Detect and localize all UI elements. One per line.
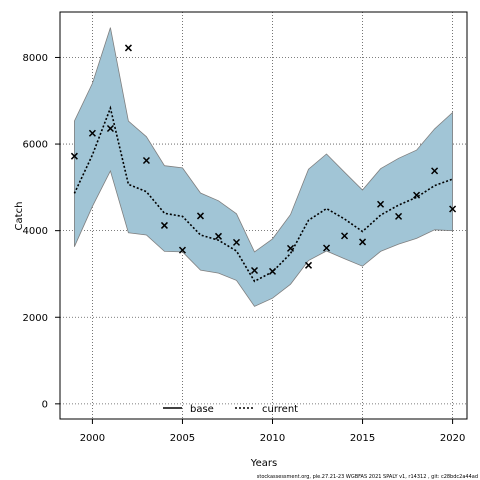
observation-marker [286, 244, 295, 252]
observation-marker [142, 156, 150, 165]
observation-marker [359, 238, 367, 246]
observation-marker [268, 267, 277, 275]
observation-marker [377, 200, 385, 208]
x-tick-label: 2000 [80, 433, 105, 444]
x-tick-label: 2015 [350, 433, 375, 444]
observation-marker [304, 261, 313, 269]
observation-marker [250, 266, 259, 275]
observation-marker [431, 167, 439, 175]
observation-marker [124, 44, 132, 52]
observation-marker [341, 232, 349, 240]
legend-current-label: current [262, 404, 298, 415]
y-tick-label: 6000 [23, 140, 48, 151]
footer-text: stockassessment.org, ple.27.21-23 WGBFAS… [257, 474, 478, 480]
y-axis: 0 2000 4000 6000 8000 [23, 53, 60, 410]
observation-marker [214, 232, 223, 240]
x-axis-title: Years [250, 458, 277, 469]
y-tick-label: 4000 [23, 226, 48, 237]
y-tick-label: 0 [42, 399, 48, 410]
y-tick-label: 8000 [23, 53, 48, 64]
observation-marker [196, 212, 204, 220]
plot-frame [59, 11, 468, 420]
y-axis-title: Catch [14, 202, 25, 231]
observation-marker [106, 124, 114, 133]
series-line-current [73, 105, 453, 283]
observation-marker [88, 129, 96, 137]
observation-marker [70, 152, 78, 160]
observation-marker [232, 238, 241, 246]
x-tick-label: 2005 [170, 433, 195, 444]
observation-marker [449, 205, 457, 213]
confidence-band [74, 27, 453, 307]
legend-base-label: base [190, 404, 214, 415]
x-tick-label: 2020 [440, 433, 465, 444]
x-axis: 2000 2005 2010 2015 2020 [80, 419, 465, 444]
x-tick-label: 2010 [260, 433, 285, 444]
legend: base current [163, 404, 298, 415]
observation-marker [160, 221, 168, 229]
y-tick-label: 2000 [23, 313, 48, 324]
observation-marker [395, 212, 403, 220]
observation-marker [323, 244, 331, 252]
observation-marker [413, 191, 421, 199]
observation-marker [178, 246, 186, 254]
observation-markers [70, 44, 457, 275]
